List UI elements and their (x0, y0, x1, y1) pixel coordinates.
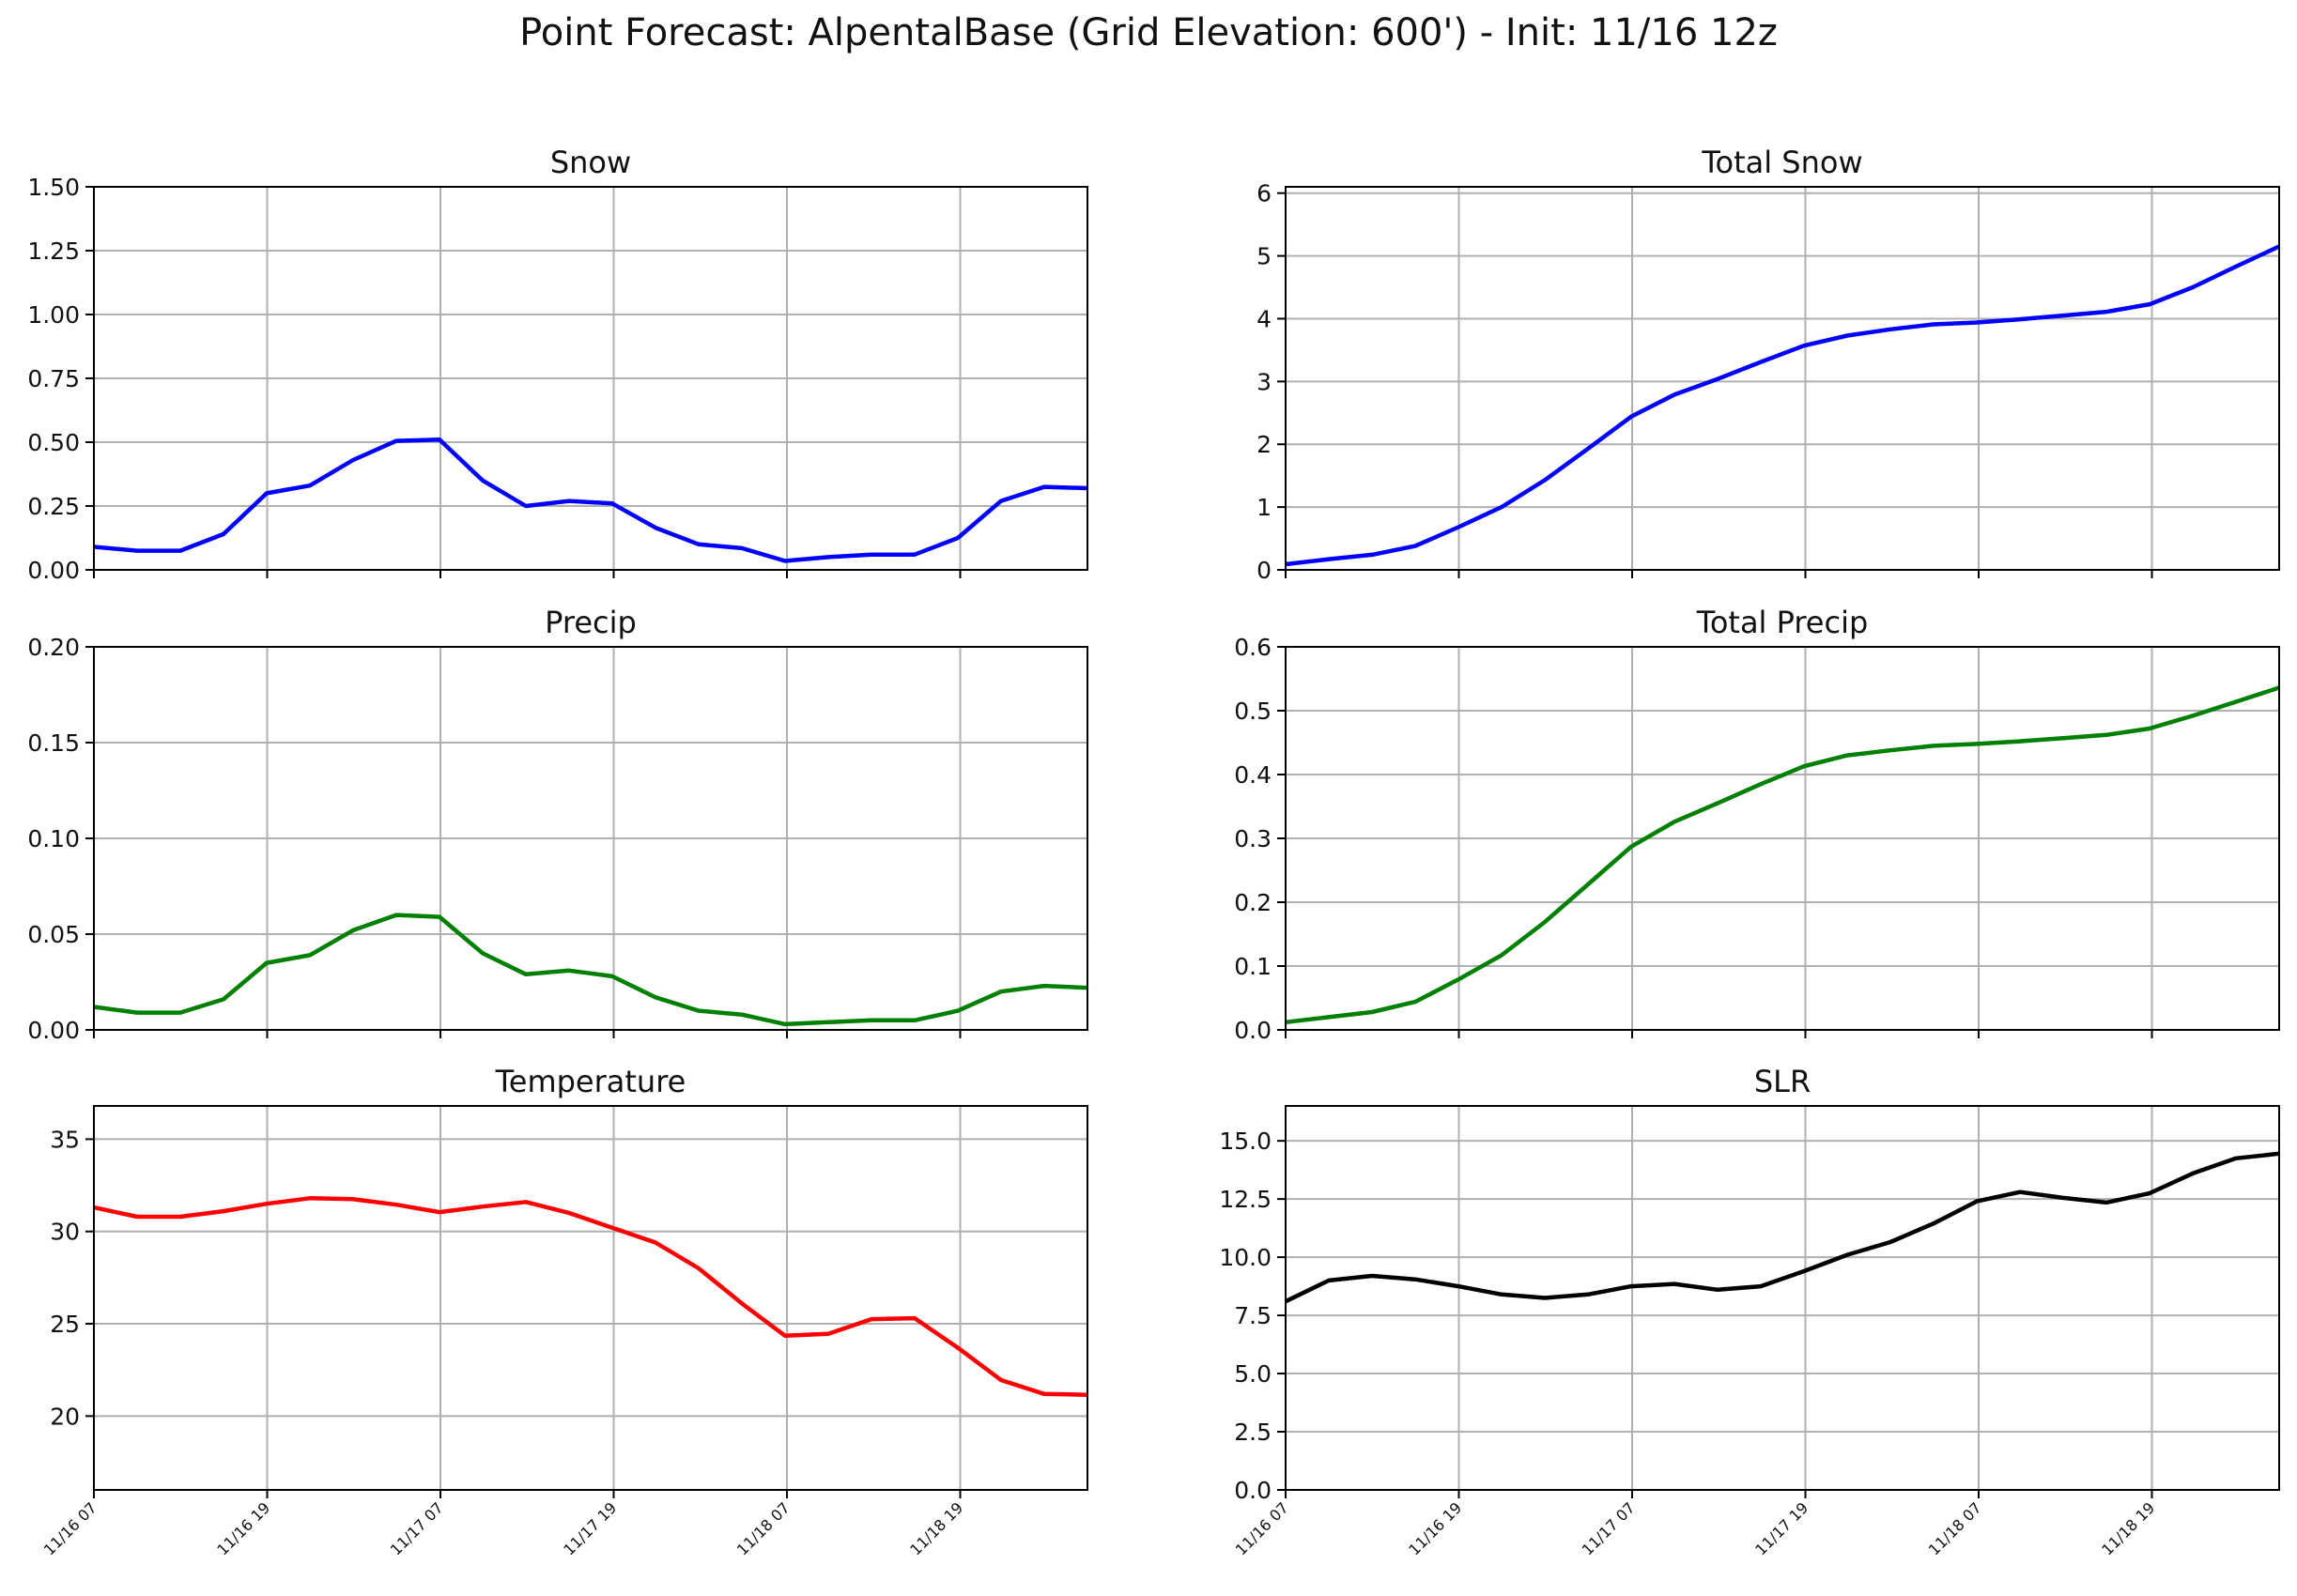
x-tick-label: 11/17 19 (560, 1498, 620, 1558)
y-tick-label: 2.5 (1234, 1419, 1272, 1446)
y-tick-label: 0.00 (27, 1017, 80, 1044)
y-tick-label: 0.1 (1234, 953, 1272, 980)
y-tick-label: 0.0 (1234, 1017, 1272, 1044)
y-tick-label: 0.25 (27, 493, 80, 520)
y-tick-label: 12.5 (1219, 1186, 1272, 1213)
plot-frame (93, 1105, 1088, 1491)
y-tick-label: 4 (1256, 305, 1272, 332)
series-line-snow (93, 437, 1088, 563)
y-tick-label: 0.3 (1234, 825, 1272, 852)
y-tick-label: 0.75 (27, 365, 80, 392)
subplot-total-snow: 0 1 2 3 4 5 6 Total Snow (1256, 145, 2280, 584)
y-tick-label: 3 (1256, 368, 1272, 395)
y-tick-label: 1 (1256, 494, 1272, 521)
series-line-total-precip (1285, 685, 2280, 1025)
subplot-title: Temperature (495, 1064, 686, 1099)
x-tick-label: 11/17 07 (387, 1498, 447, 1558)
subplot-precip: 0.00 0.05 0.10 0.15 0.20 Precip (27, 605, 1088, 1044)
y-tick-label: 5.0 (1234, 1360, 1272, 1388)
subplot-total-precip: 0.0 0.1 0.2 0.3 0.4 0.5 0.6 Total Precip (1234, 605, 2280, 1044)
y-tick-label: 6 (1256, 180, 1272, 207)
y-tick-label: 0.00 (27, 557, 80, 584)
subplot-temperature: 20 25 30 35 11/16 07 11/16 19 11/17 07 11/17 19… (40, 1064, 1088, 1558)
x-tick-label: 11/17 07 (1579, 1498, 1639, 1558)
subplot-title: Snow (550, 145, 631, 180)
y-tick-label: 5 (1256, 243, 1272, 270)
y-tick-label: 0.6 (1234, 634, 1272, 661)
y-tick-label: 30 (50, 1219, 80, 1246)
y-tick-label: 0.0 (1234, 1477, 1272, 1504)
y-tick-label: 1.50 (27, 174, 80, 201)
y-tick-label: 0.4 (1234, 761, 1272, 789)
subplot-title: Total Snow (1701, 145, 1862, 180)
y-tick-label: 20 (50, 1403, 80, 1430)
x-tick-label: 11/18 19 (2098, 1498, 2158, 1558)
subplot-title: Total Precip (1696, 605, 1869, 640)
series-line-total-snow (1285, 244, 2280, 567)
y-tick-label: 0.15 (27, 729, 80, 757)
y-tick-label: 0.2 (1234, 889, 1272, 916)
plot-frame (1285, 1105, 2280, 1491)
x-tick-label: 11/16 19 (1405, 1498, 1465, 1558)
subplot-slr: 0.0 2.5 5.0 7.5 10.0 12.5 15.0 11/16 07 11/16 19… (1219, 1064, 2280, 1558)
figure-title: Point Forecast: AlpentalBase (Grid Eleva… (519, 11, 1778, 54)
y-tick-label: 10.0 (1219, 1244, 1272, 1271)
y-tick-label: 1.25 (27, 238, 80, 265)
y-tick-label: 0.10 (27, 825, 80, 852)
series-line-temperature (93, 1196, 1088, 1397)
y-tick-label: 15.0 (1219, 1128, 1272, 1155)
y-tick-label: 25 (50, 1311, 80, 1338)
series-line-precip (93, 913, 1088, 1027)
y-tick-label: 0.20 (27, 634, 80, 661)
y-tick-label: 0.5 (1234, 698, 1272, 725)
x-tick-label: 11/18 07 (1925, 1498, 1985, 1558)
x-tick-label: 11/16 19 (213, 1498, 273, 1558)
plot-frame (1285, 186, 2280, 571)
x-tick-label: 11/18 07 (733, 1498, 794, 1558)
x-tick-label: 11/16 07 (40, 1498, 100, 1558)
y-tick-label: 7.5 (1234, 1302, 1272, 1329)
subplot-title: Precip (545, 605, 637, 640)
y-tick-label: 0 (1256, 557, 1272, 584)
y-tick-label: 1.00 (27, 301, 80, 329)
y-tick-label: 35 (50, 1126, 80, 1153)
y-tick-label: 0.50 (27, 429, 80, 456)
x-tick-label: 11/16 07 (1232, 1498, 1292, 1558)
subplot-title: SLR (1754, 1064, 1811, 1099)
x-tick-label: 11/18 19 (906, 1498, 966, 1558)
series-line-slr (1285, 1151, 2280, 1304)
y-tick-label: 0.05 (27, 921, 80, 948)
x-tick-label: 11/17 19 (1751, 1498, 1811, 1558)
subplot-snow: 0.00 0.25 0.50 0.75 1.00 1.25 1.50 Snow (27, 145, 1088, 584)
y-tick-label: 2 (1256, 431, 1272, 458)
